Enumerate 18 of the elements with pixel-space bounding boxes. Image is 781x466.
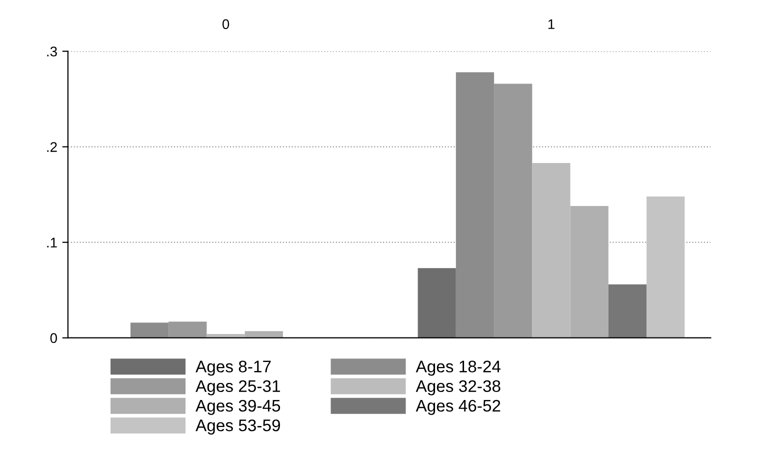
bar [418, 268, 456, 338]
legend-label: Ages 18-24 [416, 360, 501, 376]
bar [130, 322, 169, 338]
y-tick-label: .2 [47, 142, 57, 152]
bar [456, 72, 494, 338]
y-tick-label: .3 [47, 46, 57, 56]
bar [646, 196, 685, 338]
bar [608, 284, 647, 338]
legend-label: Ages 25-31 [196, 380, 280, 396]
y-tick-label: 0 [50, 333, 57, 344]
legend-label: Ages 32-38 [416, 380, 500, 396]
y-tick-label: .1 [47, 238, 57, 248]
legend-label: Ages 8-17 [196, 360, 271, 376]
legend-label: Ages 46-52 [416, 400, 500, 415]
legend-label: Ages 39-45 [196, 400, 280, 415]
bar [168, 322, 207, 338]
legend-label: Ages 53-59 [196, 419, 280, 435]
x-tick-label: 1 [548, 19, 554, 29]
